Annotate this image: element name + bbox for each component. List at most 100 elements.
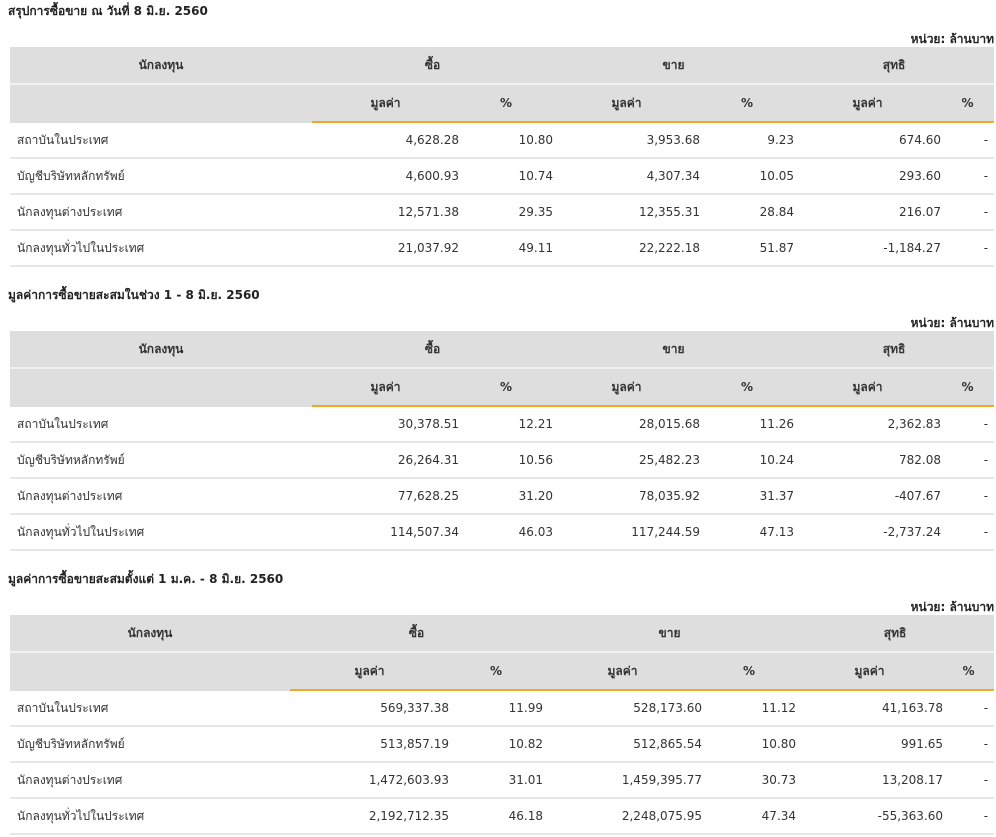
sell-value-cell: 117,244.59: [553, 514, 701, 551]
header-net-value: มูลค่า: [796, 652, 944, 691]
sell-pct-cell: 30.73: [702, 762, 797, 799]
investor-cell: นักลงทุนทั่วไปในประเทศ: [10, 798, 290, 835]
buy-pct-cell: 10.82: [449, 726, 544, 763]
table-row: นักลงทุนทั่วไปในประเทศ 114,507.34 46.03 …: [10, 514, 995, 551]
buy-pct-cell: 46.03: [459, 514, 554, 551]
buy-pct-cell: 46.18: [449, 798, 544, 835]
header-sell: ขาย: [553, 331, 795, 369]
buy-pct-cell: 31.20: [459, 478, 554, 515]
buy-pct-cell: 10.56: [459, 442, 554, 479]
net-pct-cell: -: [941, 442, 995, 479]
net-value-cell: 13,208.17: [796, 762, 944, 799]
net-pct-cell: -: [943, 690, 995, 727]
header-sell-pct: %: [700, 368, 795, 407]
sell-value-cell: 512,865.54: [543, 726, 703, 763]
unit-label: หน่วย: ล้านบาท: [910, 600, 994, 614]
net-pct-cell: -: [941, 194, 995, 231]
net-value-cell: -2,737.24: [794, 514, 942, 551]
sell-value-cell: 28,015.68: [553, 406, 701, 443]
net-pct-cell: -: [941, 478, 995, 515]
table-row: นักลงทุนทั่วไปในประเทศ 2,192,712.35 46.1…: [10, 798, 995, 835]
sell-value-cell: 1,459,395.77: [543, 762, 703, 799]
buy-value-cell: 114,507.34: [312, 514, 459, 551]
net-value-cell: 216.07: [794, 194, 942, 231]
net-pct-cell: -: [941, 158, 995, 195]
buy-value-cell: 77,628.25: [312, 478, 459, 515]
sell-value-cell: 22,222.18: [553, 230, 701, 267]
header-sell: ขาย: [553, 47, 795, 85]
buy-value-cell: 513,857.19: [290, 726, 449, 763]
buy-pct-cell: 10.74: [459, 158, 554, 195]
header-net-value: มูลค่า: [794, 84, 942, 123]
table-row: บัญชีบริษัทหลักทรัพย์ 513,857.19 10.82 5…: [10, 726, 995, 763]
section-title: สรุปการซื้อขาย ณ วันที่ 8 มิ.ย. 2560: [8, 4, 208, 18]
net-pct-cell: -: [943, 798, 995, 835]
investor-cell: บัญชีบริษัทหลักทรัพย์: [10, 442, 312, 479]
net-value-cell: 41,163.78: [796, 690, 944, 727]
table-row: นักลงทุนทั่วไปในประเทศ 21,037.92 49.11 2…: [10, 230, 995, 267]
buy-pct-cell: 49.11: [459, 230, 554, 267]
buy-value-cell: 12,571.38: [312, 194, 459, 231]
net-pct-cell: -: [941, 122, 995, 159]
sell-pct-cell: 9.23: [700, 122, 795, 159]
sell-pct-cell: 31.37: [700, 478, 795, 515]
header-buy-pct: %: [459, 368, 554, 407]
buy-value-cell: 30,378.51: [312, 406, 459, 443]
section-title: มูลค่าการซื้อขายสะสมตั้งแต่ 1 ม.ค. - 8 ม…: [8, 572, 284, 586]
sell-value-cell: 12,355.31: [553, 194, 701, 231]
sell-value-cell: 2,248,075.95: [543, 798, 703, 835]
trade-table: นักลงทุน ซื้อ ขาย สุทธิ มูลค่า % มูลค่า …: [10, 615, 995, 835]
header-net-pct: %: [941, 84, 995, 123]
buy-value-cell: 4,628.28: [312, 122, 459, 159]
header-sell-pct: %: [702, 652, 797, 691]
header-buy-value: มูลค่า: [312, 84, 459, 123]
table-row: นักลงทุนต่างประเทศ 77,628.25 31.20 78,03…: [10, 478, 995, 515]
header-buy-pct: %: [449, 652, 544, 691]
buy-pct-cell: 11.99: [449, 690, 544, 727]
header-sell-value: มูลค่า: [543, 652, 703, 691]
sell-value-cell: 4,307.34: [553, 158, 701, 195]
sell-value-cell: 25,482.23: [553, 442, 701, 479]
table-row: นักลงทุนต่างประเทศ 1,472,603.93 31.01 1,…: [10, 762, 995, 799]
net-pct-cell: -: [941, 406, 995, 443]
net-pct-cell: -: [941, 230, 995, 267]
table-row: บัญชีบริษัทหลักทรัพย์ 4,600.93 10.74 4,3…: [10, 158, 995, 195]
buy-value-cell: 569,337.38: [290, 690, 449, 727]
unit-label: หน่วย: ล้านบาท: [910, 316, 994, 330]
sell-pct-cell: 51.87: [700, 230, 795, 267]
sell-value-cell: 3,953.68: [553, 122, 701, 159]
investor-cell: บัญชีบริษัทหลักทรัพย์: [10, 158, 312, 195]
sell-pct-cell: 10.24: [700, 442, 795, 479]
header-buy-pct: %: [459, 84, 554, 123]
header-buy: ซื้อ: [312, 331, 554, 369]
header-blank: [10, 652, 290, 691]
table-row: สถาบันในประเทศ 30,378.51 12.21 28,015.68…: [10, 406, 995, 443]
buy-value-cell: 26,264.31: [312, 442, 459, 479]
net-pct-cell: -: [943, 762, 995, 799]
table-row: บัญชีบริษัทหลักทรัพย์ 26,264.31 10.56 25…: [10, 442, 995, 479]
buy-value-cell: 4,600.93: [312, 158, 459, 195]
sell-pct-cell: 47.13: [700, 514, 795, 551]
sell-value-cell: 528,173.60: [543, 690, 703, 727]
header-buy-value: มูลค่า: [312, 368, 459, 407]
investor-cell: บัญชีบริษัทหลักทรัพย์: [10, 726, 290, 763]
header-investor: นักลงทุน: [10, 331, 312, 369]
header-blank: [10, 84, 312, 123]
buy-value-cell: 1,472,603.93: [290, 762, 449, 799]
net-value-cell: 293.60: [794, 158, 942, 195]
table-row: สถาบันในประเทศ 4,628.28 10.80 3,953.68 9…: [10, 122, 995, 159]
sell-pct-cell: 47.34: [702, 798, 797, 835]
header-buy: ซื้อ: [290, 615, 544, 653]
sell-pct-cell: 10.80: [702, 726, 797, 763]
header-investor: นักลงทุน: [10, 47, 312, 85]
header-net-pct: %: [943, 652, 995, 691]
buy-pct-cell: 29.35: [459, 194, 554, 231]
net-value-cell: 2,362.83: [794, 406, 942, 443]
header-net: สุทธิ: [794, 47, 995, 85]
investor-cell: นักลงทุนทั่วไปในประเทศ: [10, 514, 312, 551]
net-value-cell: 991.65: [796, 726, 944, 763]
section-title: มูลค่าการซื้อขายสะสมในช่วง 1 - 8 มิ.ย. 2…: [8, 288, 260, 302]
header-net: สุทธิ: [794, 331, 995, 369]
sell-pct-cell: 11.26: [700, 406, 795, 443]
net-value-cell: -55,363.60: [796, 798, 944, 835]
